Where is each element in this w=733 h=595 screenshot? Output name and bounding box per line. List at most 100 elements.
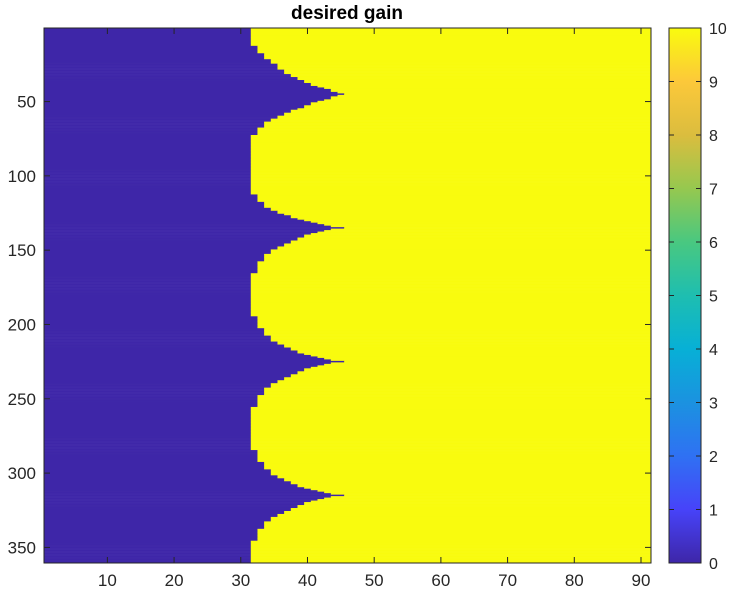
heatmap-cell-high bbox=[257, 460, 651, 463]
heatmap-cell-high bbox=[264, 328, 651, 330]
heatmap-cell-high bbox=[250, 169, 651, 171]
heatmap-cell-high bbox=[264, 126, 651, 128]
heatmap-cell-high bbox=[277, 117, 651, 119]
heatmap-cell-high bbox=[250, 554, 651, 556]
heatmap-cell-low bbox=[44, 239, 298, 241]
heatmap-cell-high bbox=[277, 115, 651, 118]
heatmap-cell-high bbox=[257, 395, 651, 397]
heatmap-cell-low bbox=[44, 543, 252, 546]
heatmap-cell-low bbox=[44, 508, 292, 510]
heatmap-cell-low bbox=[44, 368, 305, 371]
heatmap-cell-high bbox=[250, 546, 651, 549]
heatmap-cell-high bbox=[264, 461, 651, 464]
heatmap-cell-low bbox=[44, 166, 252, 168]
heatmap-cell-low bbox=[44, 439, 252, 442]
heatmap-cell-high bbox=[257, 451, 651, 454]
heatmap-cell-high bbox=[290, 375, 651, 378]
colorbar-tick-label: 4 bbox=[709, 342, 718, 359]
heatmap-cell-high bbox=[264, 259, 651, 262]
heatmap-cell-low bbox=[44, 343, 278, 345]
heatmap-cell-low bbox=[44, 503, 305, 506]
heatmap-cell-low bbox=[44, 390, 265, 393]
heatmap-cell-high bbox=[264, 53, 651, 56]
heatmap-cell-high bbox=[270, 473, 651, 476]
y-tick-label: 200 bbox=[8, 315, 36, 334]
heatmap-cell-low bbox=[44, 207, 272, 210]
heatmap-cell-low bbox=[44, 100, 318, 103]
heatmap-cell-low bbox=[44, 435, 252, 437]
heatmap-cell-high bbox=[250, 307, 651, 310]
y-axis: 50 100 150 200 250 300 350 bbox=[8, 93, 651, 557]
heatmap-cell-high bbox=[277, 476, 651, 479]
heatmap-cell-low bbox=[44, 549, 252, 552]
heatmap-cell-low bbox=[44, 215, 292, 218]
heatmap-cell-high bbox=[337, 91, 651, 94]
heatmap-cell-high bbox=[284, 479, 651, 482]
heatmap-cell-low bbox=[44, 252, 272, 255]
heatmap-cell-high bbox=[250, 298, 651, 301]
heatmap-cell-low bbox=[44, 244, 285, 247]
heatmap-cell-high bbox=[257, 402, 651, 405]
heatmap-cell-high bbox=[257, 48, 651, 51]
heatmap-cell-low bbox=[44, 231, 318, 234]
heatmap-cell-high bbox=[257, 454, 651, 457]
heatmap-cell-high bbox=[250, 145, 651, 148]
heatmap-cell-low bbox=[44, 560, 252, 562]
heatmap-cell-low bbox=[44, 172, 252, 174]
heatmap-cell-high bbox=[304, 80, 651, 82]
heatmap-cell-high bbox=[270, 384, 651, 387]
heatmap-cell-high bbox=[304, 368, 651, 371]
heatmap-cell-high bbox=[250, 406, 651, 409]
heatmap-cell-high bbox=[297, 237, 651, 240]
heatmap-cell-low bbox=[44, 341, 278, 344]
heatmap-cell-low bbox=[44, 243, 285, 246]
heatmap-cell-high bbox=[250, 280, 651, 283]
heatmap-cell-low bbox=[44, 531, 258, 534]
heatmap-cell-low bbox=[44, 163, 252, 166]
heatmap-cell-high bbox=[310, 354, 651, 357]
heatmap-cell-low bbox=[44, 401, 258, 403]
heatmap-cell-high bbox=[304, 105, 651, 108]
heatmap-cell-high bbox=[250, 182, 651, 185]
heatmap-cell-low bbox=[44, 447, 252, 449]
heatmap-cell-high bbox=[284, 112, 651, 115]
heatmap-cell-low bbox=[44, 137, 252, 140]
heatmap-cell-low bbox=[44, 323, 258, 326]
heatmap-cell-low bbox=[44, 44, 252, 47]
heatmap-cell-low bbox=[44, 493, 332, 495]
x-tick-label: 20 bbox=[165, 571, 184, 590]
heatmap-cell-high bbox=[250, 549, 651, 552]
heatmap-cell-low bbox=[44, 45, 258, 48]
heatmap-cell-low bbox=[44, 488, 312, 491]
heatmap-cell-high bbox=[310, 82, 651, 85]
heatmap-cell-high bbox=[250, 188, 651, 191]
heatmap-cell-high bbox=[250, 288, 651, 290]
heatmap-cell-high bbox=[250, 279, 651, 281]
heatmap-cell-low bbox=[44, 470, 272, 473]
heatmap-cell-high bbox=[317, 499, 651, 501]
heatmap-cell-low bbox=[44, 157, 252, 160]
heatmap-cell-low bbox=[44, 295, 252, 298]
heatmap-cell-low bbox=[44, 438, 252, 440]
heatmap-cell-low bbox=[44, 65, 278, 67]
heatmap-cell-low bbox=[44, 381, 278, 384]
heatmap-cell-high bbox=[250, 181, 651, 183]
heatmap-cell-high bbox=[250, 283, 651, 286]
heatmap-cell-low bbox=[44, 209, 272, 212]
heatmap-cell-low bbox=[44, 225, 332, 228]
heatmap-cell-high bbox=[250, 172, 651, 174]
heatmap-cell-high bbox=[257, 130, 651, 133]
heatmap-cell-low bbox=[44, 539, 258, 542]
heatmap-cell-low bbox=[44, 283, 252, 286]
heatmap-cell-high bbox=[264, 123, 651, 125]
heatmap-cell-high bbox=[290, 242, 651, 244]
heatmap-cell-low bbox=[44, 143, 252, 146]
heatmap-cell-high bbox=[264, 124, 651, 127]
heatmap-cell-high bbox=[330, 362, 651, 365]
heatmap-cell-low bbox=[44, 127, 258, 130]
heatmap-cell-high bbox=[297, 485, 651, 488]
heatmap-cell-high bbox=[250, 282, 651, 284]
heatmap-cell-high bbox=[270, 383, 651, 385]
heatmap-cell-high bbox=[264, 331, 651, 333]
heatmap-cell-high bbox=[324, 491, 651, 494]
